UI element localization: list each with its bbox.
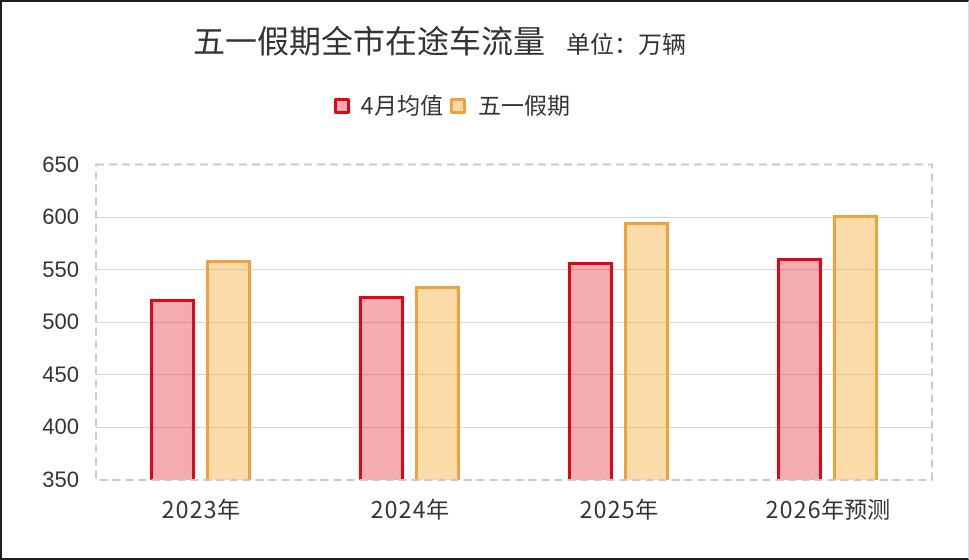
y-axis-tick-label-600: 600 (42, 204, 79, 230)
x-axis-label-2024 (371, 498, 448, 520)
x-axis-labels-text: 2023年 2024年 2025年 2026年预测 (0, 0, 1, 1)
bar-mayday-holiday-2023[interactable] (206, 260, 251, 480)
chart-unit-text: 单位：万辆 (0, 0, 1, 1)
y-axis-tick-label-400: 400 (42, 414, 79, 440)
y-axis-tick-label-450: 450 (42, 361, 79, 387)
gridline-600 (96, 216, 932, 218)
legend-swatch-mayday-holiday (450, 98, 466, 114)
chart-title (194, 25, 544, 56)
y-axis-tick-label-500: 500 (42, 309, 79, 335)
bar-april-average-2023[interactable] (150, 299, 195, 480)
legend-label-mayday-holiday-text: 五一假期 (0, 0, 1, 1)
chart-title-text: 五一假期全市在途车流量 (0, 0, 1, 1)
legend-label-april-average-text: 4月均值 (0, 0, 1, 1)
bar-april-average-2026[interactable] (777, 258, 822, 480)
bar-april-average-2024[interactable] (359, 295, 404, 480)
bar-mayday-holiday-2025[interactable] (624, 222, 669, 480)
legend-label-april-average (360, 94, 442, 116)
x-axis-label-2023 (162, 498, 239, 520)
x-axis-label-2025 (580, 498, 658, 520)
y-axis-tick-label-650: 650 (42, 151, 79, 177)
x-axis-label-2026 (766, 498, 889, 520)
chart-unit-label (567, 32, 685, 55)
legend-label-mayday-holiday (479, 94, 569, 116)
bar-mayday-holiday-2024[interactable] (415, 286, 460, 480)
y-axis-tick-label-350: 350 (42, 467, 79, 492)
legend-swatch-april-average (334, 98, 350, 114)
y-axis-tick-label-550: 550 (42, 256, 79, 282)
bar-april-average-2025[interactable] (568, 262, 613, 480)
bar-mayday-holiday-2026[interactable] (833, 214, 878, 480)
